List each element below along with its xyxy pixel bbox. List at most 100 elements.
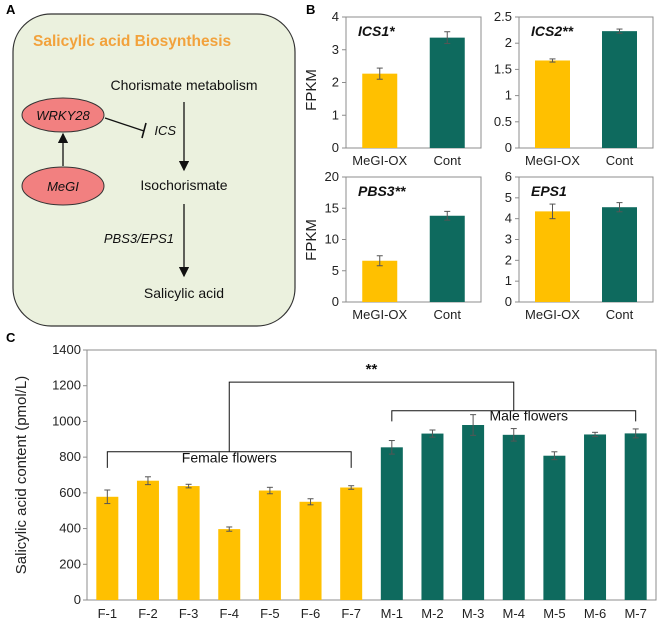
x-tick-label: M-4: [503, 606, 525, 621]
x-tick-label: F-6: [301, 606, 321, 621]
bar: [502, 434, 525, 600]
y-tick-label: 4: [332, 9, 339, 24]
bar: [535, 211, 570, 302]
x-tick-label: F-1: [98, 606, 118, 621]
y-tick-label: 0: [505, 140, 512, 155]
x-tick-label: M-6: [584, 606, 606, 621]
bar: [258, 490, 281, 600]
y-tick-label: 1: [505, 273, 512, 288]
y-axis-label: FPKM: [303, 69, 320, 111]
x-tick-label: F-2: [138, 606, 158, 621]
fpkm-chart-4: 0 1 2 3 4 5 6 EPS1 MeGI-OX Cont: [505, 169, 654, 322]
y-tick-label: 0: [505, 294, 512, 309]
y-tick-label: 3: [332, 42, 339, 57]
x-tick-label: Cont: [606, 307, 634, 322]
y-tick-label: 5: [505, 190, 512, 205]
bar: [362, 73, 398, 148]
female-group-label: Female flowers: [182, 450, 277, 466]
x-tick-label: MeGI-OX: [352, 307, 407, 322]
y-tick-label: 0: [332, 294, 339, 309]
y-tick-label: 20: [325, 169, 339, 184]
bar: [602, 31, 637, 148]
pathway-diagram: Salicylic acid Biosynthesis Chorismate m…: [12, 13, 296, 327]
x-tick-label: F-4: [220, 606, 240, 621]
x-tick-label: M-2: [421, 606, 443, 621]
y-tick-label: 200: [59, 556, 81, 571]
x-tick-label: M-7: [624, 606, 646, 621]
pathway-background: [12, 13, 296, 327]
y-tick-label: 2: [505, 252, 512, 267]
plot-frame: [86, 349, 657, 601]
bar: [421, 433, 444, 600]
female-bracket: [106, 451, 352, 468]
salicylic-acid-chart: 0 200 400 600 800 1000 1200 1400 Salicylic acid …: [13, 342, 657, 621]
y-tick-label: 1: [332, 107, 339, 122]
pbs3-eps1-label: PBS3/EPS1: [104, 231, 174, 246]
ics-label: ICS: [154, 123, 176, 138]
chorismate-label: Chorismate metabolism: [110, 77, 257, 93]
fpkm-chart-2: 0 0.5 1 1.5 2 2.5 ICS2** MeGI-OX Cont: [494, 9, 654, 168]
x-tick-label: Cont: [606, 153, 634, 168]
y-tick-label: 10: [325, 232, 339, 247]
significance-marker: **: [366, 361, 378, 378]
bar: [429, 215, 465, 302]
bar: [602, 207, 637, 302]
y-tick-label: 0.5: [494, 114, 512, 129]
fpkm-chart-3: 0 5 10 15 20 PBS3** FPKM MeGI-OX Cont: [303, 169, 482, 322]
fpkm-chart-1: 0 1 2 3 4 ICS1* FPKM MeGI-OX Cont: [303, 9, 482, 168]
y-tick-label: 800: [59, 449, 81, 464]
y-tick-label: 5: [332, 263, 339, 278]
male-group-label: Male flowers: [489, 408, 568, 424]
gene-label: ICS1*: [358, 23, 395, 39]
bar: [218, 529, 241, 600]
y-tick-label: 3: [505, 232, 512, 247]
x-tick-label: M-5: [543, 606, 565, 621]
panel-letter-a: A: [6, 2, 16, 17]
bar: [380, 447, 403, 600]
y-tick-label: 1: [505, 88, 512, 103]
y-tick-label: 2: [505, 35, 512, 50]
y-tick-label: 0: [332, 140, 339, 155]
bar: [362, 260, 398, 302]
isochorismate-label: Isochorismate: [140, 177, 227, 193]
inhibition-line: [104, 117, 145, 132]
bar: [177, 486, 200, 600]
gene-label: PBS3**: [358, 183, 406, 199]
y-tick-label: 2: [332, 75, 339, 90]
pathway-title: Salicylic acid Biosynthesis: [33, 33, 231, 50]
y-tick-label: 400: [59, 521, 81, 536]
y-tick-label: 600: [59, 485, 81, 500]
bar: [429, 37, 465, 148]
x-tick-label: M-1: [381, 606, 403, 621]
gene-label: EPS1: [531, 183, 567, 199]
y-tick-label: 1000: [52, 413, 81, 428]
panel-letter-b: B: [306, 2, 315, 17]
x-tick-label: MeGI-OX: [352, 153, 407, 168]
y-tick-label: 15: [325, 200, 339, 215]
y-tick-label: 6: [505, 169, 512, 184]
y-tick-label: 0: [74, 592, 81, 607]
gene-label: ICS2**: [531, 23, 574, 39]
bar: [299, 501, 322, 600]
bar: [584, 434, 607, 600]
wrky28-label: WRKY28: [36, 108, 90, 123]
y-axis-label: FPKM: [303, 219, 320, 261]
significance-connector: [228, 381, 515, 452]
wrky28-node: [21, 97, 105, 133]
y-tick-label: 2.5: [494, 9, 512, 24]
y-tick-label: 1400: [52, 342, 81, 357]
bar: [462, 425, 485, 600]
x-tick-label: F-7: [341, 606, 361, 621]
x-tick-label: M-3: [462, 606, 484, 621]
x-tick-label: MeGI-OX: [525, 307, 580, 322]
x-tick-label: F-5: [260, 606, 280, 621]
y-tick-label: 4: [505, 211, 512, 226]
x-tick-label: F-3: [179, 606, 199, 621]
y-tick-label: 1.5: [494, 61, 512, 76]
bar: [96, 496, 119, 600]
megi-label: MeGI: [47, 179, 79, 194]
bar: [624, 433, 647, 600]
x-tick-label: Cont: [434, 153, 462, 168]
bar: [340, 487, 363, 600]
